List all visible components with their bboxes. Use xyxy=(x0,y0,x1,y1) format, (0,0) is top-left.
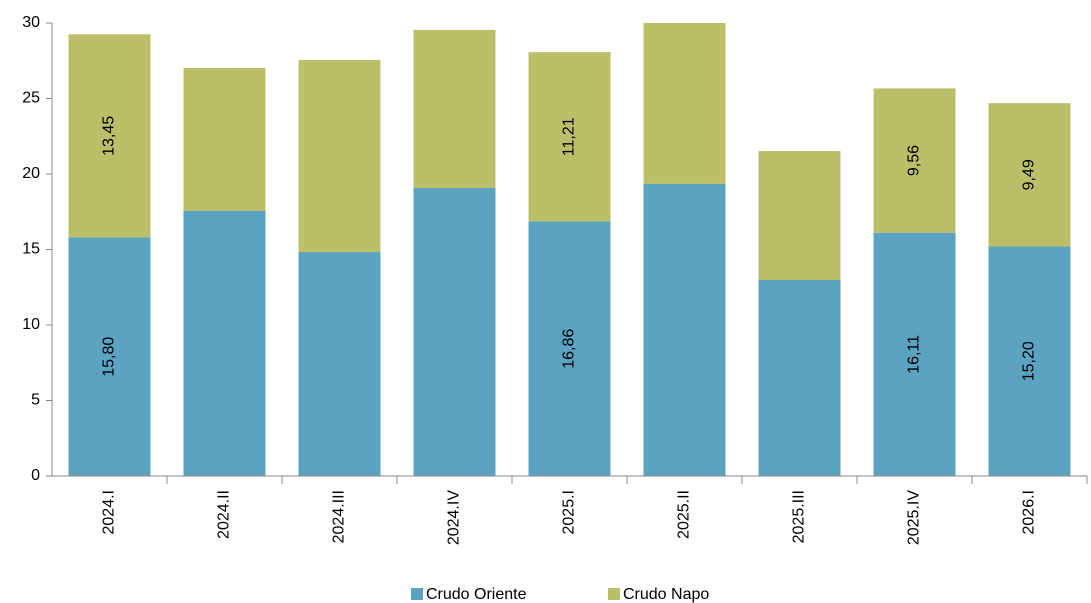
legend-swatch xyxy=(411,588,423,600)
bar-segment xyxy=(643,23,726,184)
bar-segment xyxy=(183,210,266,476)
x-tick-label: 2024.IV xyxy=(446,490,463,545)
y-tick-label: 30 xyxy=(22,14,40,31)
value-label: 16,86 xyxy=(561,329,578,369)
value-label: 11,21 xyxy=(561,117,578,156)
value-label: 15,80 xyxy=(101,337,118,377)
x-tick-label: 2024.III xyxy=(331,490,348,543)
legend-swatch xyxy=(608,588,620,600)
x-tick-label: 2025.I xyxy=(561,490,578,534)
bar-segment xyxy=(183,67,266,211)
value-label: 9,49 xyxy=(1021,159,1038,190)
bar-segment xyxy=(528,52,611,222)
bar-segment xyxy=(528,221,611,476)
value-label: 9,56 xyxy=(906,145,923,176)
y-tick-label: 25 xyxy=(22,90,40,107)
bar-segment xyxy=(758,280,841,476)
bar-segment xyxy=(758,151,841,281)
value-label: 15,20 xyxy=(1021,341,1038,381)
x-tick-label: 2025.II xyxy=(676,490,693,539)
y-tick-label: 15 xyxy=(22,241,40,258)
bar-segment xyxy=(298,59,381,253)
x-tick-label: 2025.IV xyxy=(906,490,923,545)
value-label: 16,11 xyxy=(906,335,923,374)
y-tick-label: 5 xyxy=(31,392,40,409)
legend-label: Crudo Napo xyxy=(623,586,709,603)
bar-segment xyxy=(68,34,151,238)
bar-segment xyxy=(873,88,956,233)
bar-segment xyxy=(413,188,496,476)
bar-segment xyxy=(873,232,956,476)
x-tick-label: 2026.I xyxy=(1021,490,1038,534)
bar-segment xyxy=(643,183,726,476)
x-tick-label: 2024.II xyxy=(216,490,233,539)
x-tick-label: 2024.I xyxy=(101,490,118,534)
y-tick-label: 0 xyxy=(31,467,40,484)
bar-segment xyxy=(68,237,151,476)
value-label: 13,45 xyxy=(101,116,118,156)
bar-segment xyxy=(988,103,1071,247)
y-tick-label: 10 xyxy=(22,316,40,333)
bar-segment xyxy=(413,29,496,189)
legend-label: Crudo Oriente xyxy=(426,586,527,603)
y-tick-label: 20 xyxy=(22,165,40,182)
x-tick-label: 2025.III xyxy=(791,490,808,543)
bar-segment xyxy=(988,246,1071,476)
bar-segment xyxy=(298,252,381,476)
